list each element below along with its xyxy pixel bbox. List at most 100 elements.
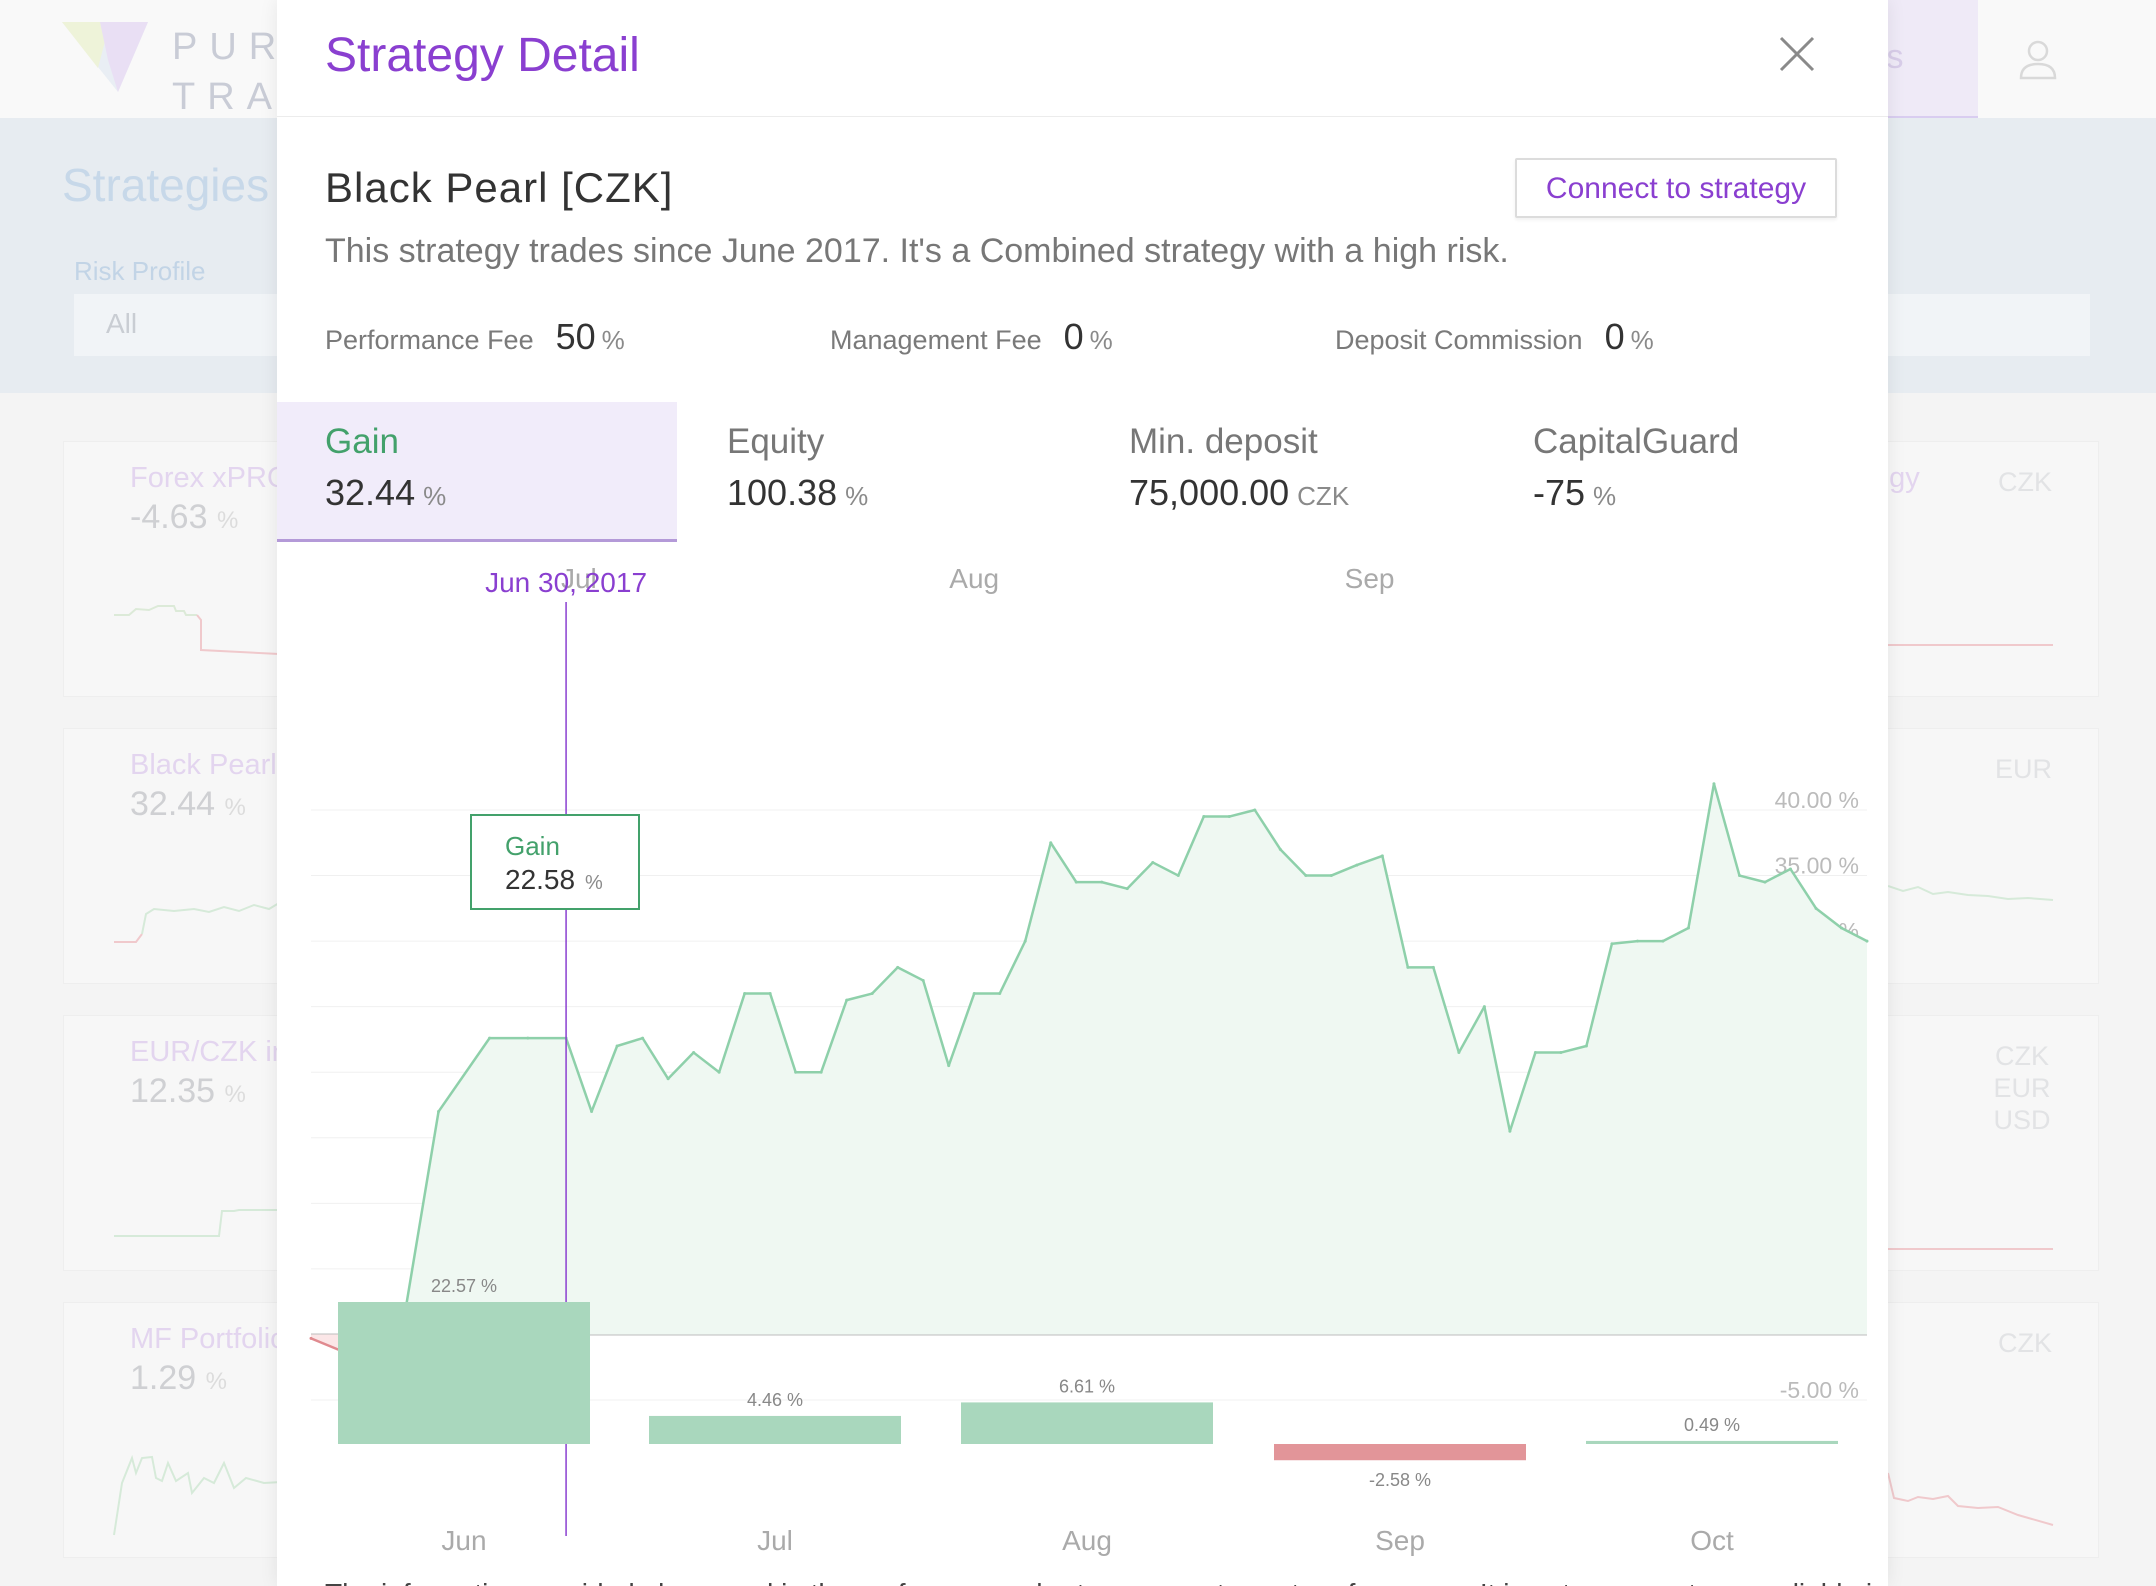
gain-line-segment bbox=[1560, 1044, 1587, 1054]
strategy-card[interactable]: CZK bbox=[1887, 1302, 2099, 1558]
deposit-commission: Deposit Commission 0% bbox=[1335, 316, 1654, 357]
gain-point bbox=[998, 992, 1002, 996]
performance-chart[interactable]: 40.00 %35.00 %30.00 %25.00 %20.00 %15.00… bbox=[277, 550, 1888, 1586]
gain-line-segment bbox=[1356, 854, 1383, 867]
cursor-date-label: Jun 30, 2017 bbox=[485, 567, 647, 598]
user-icon[interactable] bbox=[2018, 38, 2058, 80]
gain-point bbox=[1202, 815, 1206, 819]
gain-point bbox=[641, 1036, 645, 1040]
bar-data-label: 22.57 % bbox=[431, 1276, 497, 1296]
gain-line-segment bbox=[1279, 848, 1307, 877]
gain-line-segment bbox=[1126, 861, 1154, 890]
gain-point bbox=[1788, 867, 1792, 871]
disclaimer-text: The information provided above and in th… bbox=[325, 1578, 1888, 1586]
sparkline bbox=[113, 1454, 299, 1536]
tab-min-deposit[interactable]: Min. deposit 75,000.00 CZK bbox=[1129, 422, 1350, 513]
gain-point bbox=[526, 1036, 530, 1040]
gain-line-segment bbox=[1253, 809, 1282, 851]
bar-data-label: -2.58 % bbox=[1369, 1470, 1431, 1490]
bar-data-label: 6.61 % bbox=[1059, 1376, 1115, 1396]
gain-point bbox=[1278, 847, 1282, 851]
gain-point bbox=[1151, 860, 1155, 864]
gain-line-segment bbox=[1764, 867, 1792, 884]
gain-point bbox=[1686, 926, 1690, 930]
gain-point bbox=[1431, 965, 1435, 969]
gain-line-segment bbox=[1432, 966, 1461, 1053]
filter-select-right[interactable] bbox=[1886, 294, 2090, 356]
sparkline bbox=[1888, 1248, 2053, 1250]
bar-category-label: Aug bbox=[1062, 1525, 1112, 1556]
tab-gain[interactable]: Gain 32.44% bbox=[277, 402, 677, 542]
strategy-card[interactable]: egy CZK bbox=[1873, 441, 2099, 697]
strategy-card[interactable]: MF Portfolio 1.29 % bbox=[63, 1302, 300, 1558]
gain-point bbox=[794, 1070, 798, 1074]
strategy-detail-modal: Strategy Detail Black Pearl [CZK] Connec… bbox=[277, 0, 1888, 1586]
gain-point bbox=[717, 1070, 721, 1074]
gain-point bbox=[1533, 1051, 1537, 1055]
gain-point bbox=[1661, 939, 1665, 943]
gain-line-segment bbox=[1789, 868, 1818, 910]
gain-point bbox=[743, 992, 747, 996]
gain-point bbox=[1227, 815, 1231, 819]
connect-to-strategy-button[interactable]: Connect to strategy bbox=[1515, 158, 1837, 218]
gain-line-segment bbox=[1687, 783, 1716, 929]
gain-line-segment bbox=[1101, 880, 1128, 890]
x-tick-label: Aug bbox=[949, 563, 999, 594]
strategy-name: Black Pearl [CZK] bbox=[325, 164, 674, 211]
gain-line-segment bbox=[590, 1045, 619, 1113]
strategy-card[interactable]: EUR bbox=[1887, 728, 2099, 984]
bar-data-label: 0.49 % bbox=[1684, 1415, 1740, 1435]
strategy-card[interactable]: Black Pearl 32.44 % bbox=[63, 728, 300, 984]
gain-line-segment bbox=[437, 1037, 491, 1113]
gain-point bbox=[870, 992, 874, 996]
gain-line-segment bbox=[1840, 926, 1868, 943]
modal-header: Strategy Detail bbox=[277, 0, 1888, 117]
strategy-card[interactable]: EUR/CZK in 12.35 % bbox=[63, 1015, 300, 1271]
gain-line-segment bbox=[616, 1036, 643, 1048]
bar-category-label: Oct bbox=[1690, 1525, 1734, 1556]
gain-point bbox=[1023, 939, 1027, 943]
gain-point bbox=[1865, 939, 1869, 943]
gain-line-segment bbox=[768, 993, 797, 1073]
gain-point bbox=[1508, 1129, 1512, 1133]
tab-capitalguard[interactable]: CapitalGuard -75% bbox=[1533, 422, 1740, 513]
page-title: Strategies bbox=[62, 159, 270, 211]
gain-point bbox=[896, 965, 900, 969]
gain-point bbox=[1125, 887, 1129, 891]
tooltip-unit: % bbox=[585, 872, 603, 894]
gain-line-segment bbox=[819, 999, 848, 1073]
gain-line-segment bbox=[921, 980, 950, 1067]
y-tick-label: 40.00 % bbox=[1775, 787, 1859, 813]
monthly-bar bbox=[1274, 1444, 1526, 1461]
strategy-card[interactable]: Forex xPRO -4.63 % bbox=[63, 441, 300, 697]
gain-point bbox=[1814, 906, 1818, 910]
close-icon[interactable] bbox=[1775, 32, 1819, 76]
gain-point bbox=[1304, 874, 1308, 878]
gain-point bbox=[921, 978, 925, 982]
tab-equity[interactable]: Equity 100.38% bbox=[727, 422, 869, 513]
y-tick-label: -5.00 % bbox=[1780, 1377, 1859, 1403]
gain-point bbox=[819, 1070, 823, 1074]
gain-point bbox=[1839, 926, 1843, 930]
strategy-card[interactable]: CZK EUR USD bbox=[1887, 1015, 2099, 1271]
tooltip-box bbox=[470, 814, 640, 910]
gain-point bbox=[972, 992, 976, 996]
tooltip-label: Gain bbox=[505, 831, 560, 861]
gain-line-segment bbox=[1228, 808, 1256, 818]
logo-icon bbox=[62, 22, 148, 92]
sparkline bbox=[114, 1209, 299, 1237]
gain-point bbox=[1635, 939, 1639, 943]
gain-point bbox=[1049, 841, 1053, 845]
x-tick-label: Jul bbox=[561, 563, 597, 594]
gain-point bbox=[1763, 880, 1767, 884]
gain-point bbox=[1253, 808, 1257, 812]
x-tick-label: Sep bbox=[1345, 563, 1395, 594]
gain-point bbox=[1176, 874, 1180, 878]
monthly-bar bbox=[649, 1415, 901, 1444]
modal-title: Strategy Detail bbox=[325, 29, 640, 82]
gain-area-positive bbox=[311, 783, 1867, 1335]
gain-line-segment bbox=[846, 992, 873, 1002]
gain-line-segment bbox=[1381, 855, 1410, 968]
gain-line-segment bbox=[1739, 874, 1766, 884]
monthly-bar bbox=[338, 1302, 590, 1444]
